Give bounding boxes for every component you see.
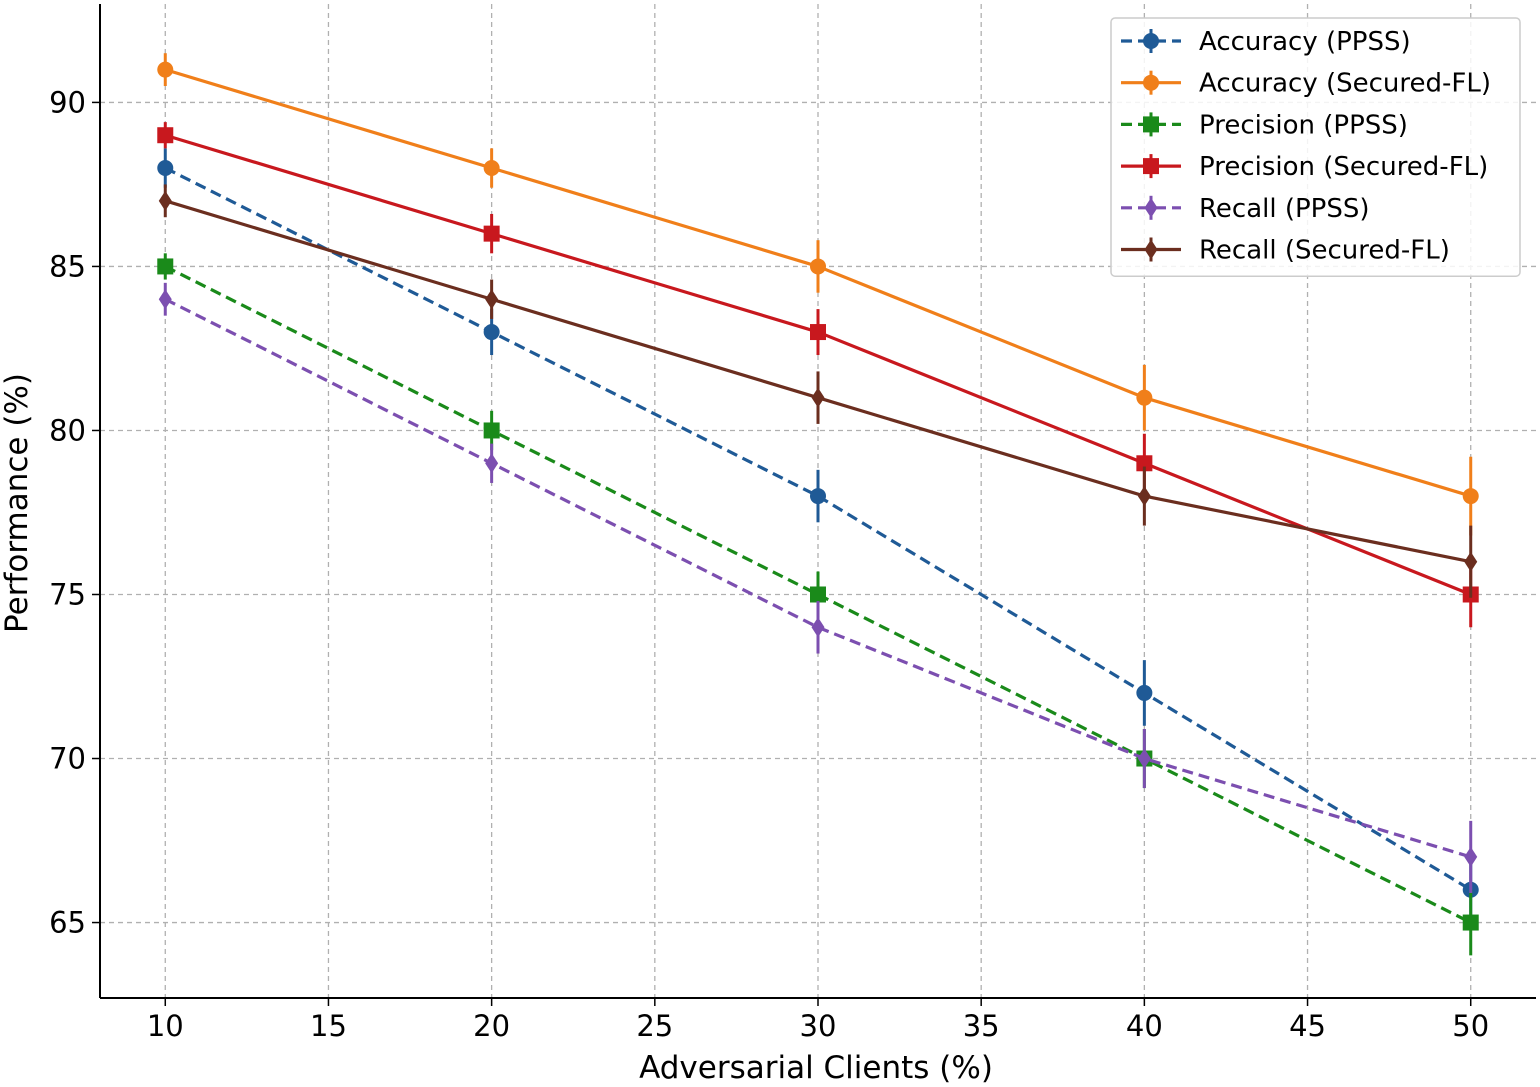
data-point bbox=[1137, 486, 1151, 507]
data-series bbox=[157, 53, 1479, 956]
data-point bbox=[810, 488, 826, 505]
y-axis-title: Performance (%) bbox=[0, 373, 35, 633]
series-2 bbox=[157, 53, 1479, 536]
data-point bbox=[483, 225, 500, 242]
y-tick-label: 90 bbox=[49, 85, 86, 119]
legend-marker bbox=[1144, 239, 1158, 260]
legend-marker bbox=[1144, 197, 1158, 218]
y-tick-label: 75 bbox=[49, 577, 86, 611]
legend-label: Accuracy (PPSS) bbox=[1199, 27, 1411, 57]
y-tick-label: 80 bbox=[49, 413, 86, 447]
data-point bbox=[157, 258, 174, 275]
data-point bbox=[1136, 684, 1153, 701]
x-tick-label: 15 bbox=[310, 1009, 347, 1043]
series-line bbox=[164, 265, 1472, 924]
series-line bbox=[164, 166, 1472, 892]
legend-entry: Accuracy (PPSS) bbox=[1121, 27, 1411, 57]
data-point bbox=[157, 160, 174, 177]
data-point bbox=[1136, 389, 1153, 406]
data-point bbox=[1137, 748, 1151, 769]
legend-label: Recall (PPSS) bbox=[1199, 194, 1370, 224]
x-tick-label: 50 bbox=[1452, 1009, 1489, 1043]
data-point bbox=[158, 289, 172, 310]
x-axis-title: Adversarial Clients (%) bbox=[639, 1050, 993, 1086]
data-point bbox=[810, 324, 826, 341]
legend-marker bbox=[1143, 158, 1159, 175]
data-point bbox=[810, 586, 826, 603]
data-point bbox=[158, 190, 172, 211]
y-tick-label: 85 bbox=[49, 249, 86, 283]
series-6 bbox=[158, 184, 1478, 598]
data-point bbox=[1462, 488, 1479, 505]
legend-entry: Precision (PPSS) bbox=[1121, 110, 1408, 140]
data-point bbox=[157, 127, 174, 144]
data-point bbox=[811, 387, 825, 408]
data-point bbox=[1136, 455, 1153, 472]
legend-entry: Precision (Secured-FL) bbox=[1121, 152, 1488, 182]
data-point bbox=[1464, 846, 1478, 867]
x-tick-label: 10 bbox=[147, 1009, 184, 1043]
data-point bbox=[810, 258, 826, 275]
legend-label: Recall (Secured-FL) bbox=[1199, 236, 1450, 266]
legend-entry: Recall (Secured-FL) bbox=[1121, 236, 1450, 266]
y-tick-label: 65 bbox=[49, 906, 86, 940]
axes bbox=[92, 4, 1536, 1006]
x-tick-label: 45 bbox=[1289, 1009, 1326, 1043]
x-tick-label: 30 bbox=[800, 1009, 837, 1043]
series-5 bbox=[158, 282, 1478, 894]
legend-entry: Recall (PPSS) bbox=[1121, 194, 1370, 224]
legend-box bbox=[1110, 17, 1521, 277]
x-tick-label: 35 bbox=[963, 1009, 1000, 1043]
data-point bbox=[483, 324, 500, 341]
legend-entry: Accuracy (Secured-FL) bbox=[1121, 69, 1491, 99]
series-4 bbox=[157, 122, 1479, 628]
legend-label: Accuracy (Secured-FL) bbox=[1199, 69, 1491, 99]
legend-label: Precision (Secured-FL) bbox=[1199, 152, 1488, 182]
data-point bbox=[811, 617, 825, 638]
legend-marker bbox=[1143, 74, 1159, 91]
data-point bbox=[485, 289, 499, 310]
y-tick-label: 70 bbox=[49, 742, 86, 776]
legend-marker bbox=[1143, 116, 1159, 133]
tick-labels: 10 15 20 25 30 35 40 45 50 65 70 75 80 85 90 bbox=[49, 85, 1489, 1043]
x-tick-label: 40 bbox=[1126, 1009, 1163, 1043]
data-point bbox=[483, 160, 500, 177]
data-point bbox=[1462, 914, 1479, 931]
data-point bbox=[157, 61, 174, 78]
data-point bbox=[485, 453, 499, 474]
legend: Accuracy (PPSS) Accuracy (Secured-FL) Prec… bbox=[1110, 17, 1521, 277]
data-point bbox=[483, 422, 500, 439]
legend-label: Precision (PPSS) bbox=[1199, 110, 1408, 140]
legend-marker bbox=[1143, 33, 1159, 49]
data-point bbox=[1464, 551, 1478, 572]
series-line bbox=[164, 297, 1472, 859]
x-tick-label: 20 bbox=[473, 1009, 510, 1043]
x-tick-label: 25 bbox=[636, 1009, 673, 1043]
